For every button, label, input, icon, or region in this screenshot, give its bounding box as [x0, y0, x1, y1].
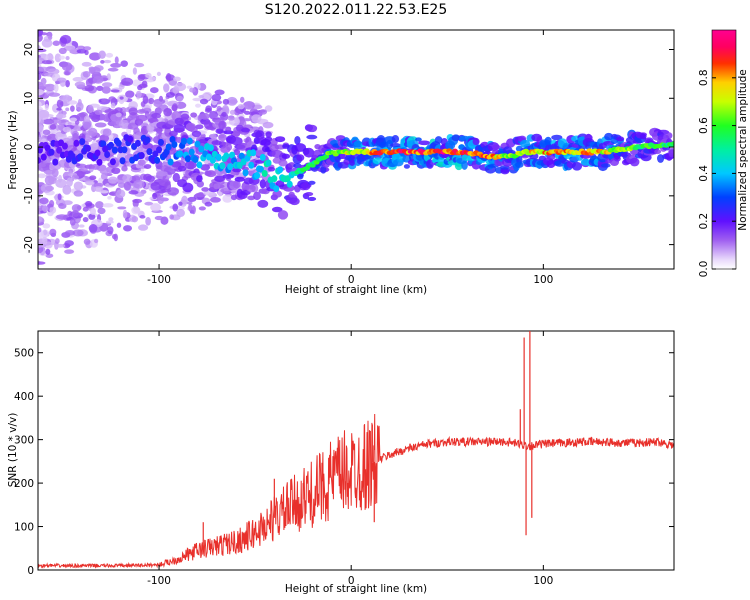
x-tick-label: 100	[533, 274, 553, 286]
y-tick-label: -10	[23, 187, 35, 204]
x-tick-label: 0	[348, 575, 355, 587]
y-tick-label: 500	[14, 348, 34, 360]
spectrogram-y-ticks: -20 -10 0 10 20	[23, 43, 674, 253]
figure-title: S120.2022.011.22.53.E25	[265, 2, 448, 18]
y-tick-label: 0	[27, 565, 34, 577]
snr-series-line	[38, 413, 674, 569]
y-tick-label: 100	[14, 522, 34, 534]
x-tick-label: 0	[348, 274, 355, 286]
colorbar: 0.0 0.2 0.4 0.6 0.8 Normalized spectral ampl…	[698, 29, 749, 277]
colorbar-gradient	[711, 29, 737, 270]
colorbar-label: Normalized spectral amplitude	[737, 69, 749, 230]
snr-x-ticks: -100 0 100	[147, 331, 553, 587]
colorbar-tick-label: 0.6	[698, 117, 710, 134]
snr-y-ticks: 0 100 200 300 400 500	[14, 348, 674, 577]
spectrogram-x-ticks: -100 0 100	[147, 30, 553, 286]
spectrogram-frame	[37, 29, 675, 270]
snr-panel: -100 0 100 0 100 200 300 400 500 Height of stra…	[7, 330, 675, 595]
spectrogram-x-label: Height of straight line (km)	[285, 284, 427, 296]
spectrogram-y-label: Frequency (Hz)	[7, 110, 19, 189]
y-tick-label: 20	[23, 43, 35, 56]
snr-spikes	[202, 331, 533, 550]
snr-frame	[37, 330, 675, 571]
snr-plot-bg	[38, 331, 674, 570]
colorbar-ticks: 0.0 0.2 0.4 0.6 0.8	[698, 69, 736, 277]
y-tick-label: 200	[14, 478, 34, 490]
colorbar-tick-label: 0.2	[698, 213, 710, 230]
x-tick-label: 100	[533, 575, 553, 587]
x-tick-label: -100	[147, 274, 171, 286]
snr-y-label: SNR (10 * v/v)	[7, 413, 19, 488]
y-tick-label: 400	[14, 391, 34, 403]
colorbar-tick-label: 0.0	[698, 261, 710, 278]
colorbar-tick-label: 0.8	[698, 69, 710, 86]
colorbar-tick-label: 0.4	[698, 165, 710, 182]
y-tick-label: 0	[23, 144, 35, 151]
snr-x-label: Height of straight line (km)	[285, 583, 427, 595]
x-tick-label: -100	[147, 575, 171, 587]
spectrogram-field	[38, 30, 674, 265]
y-tick-label: -20	[23, 236, 35, 253]
y-tick-label: 10	[23, 92, 35, 105]
y-tick-label: 300	[14, 435, 34, 447]
